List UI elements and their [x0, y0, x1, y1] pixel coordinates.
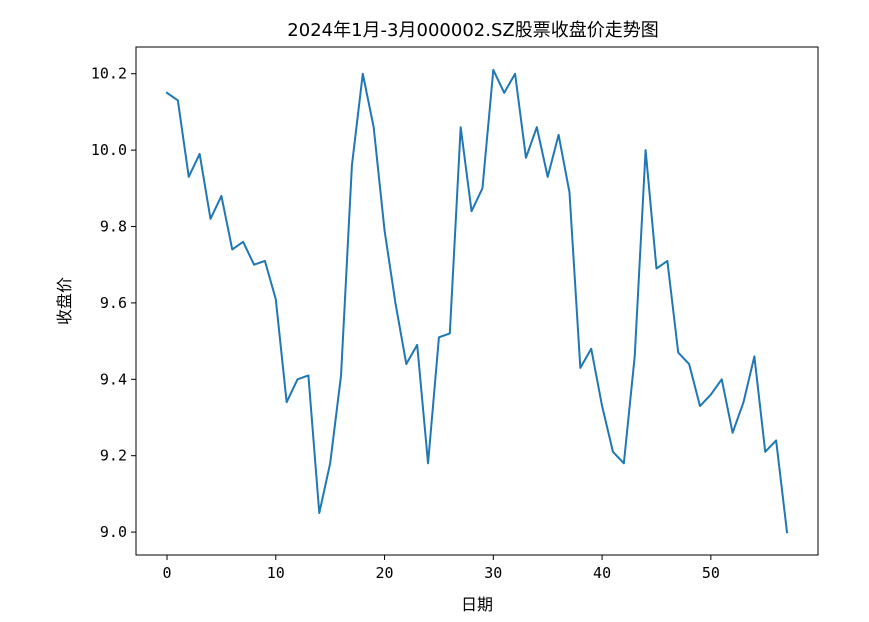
- plot-area-frame: [135, 46, 819, 556]
- chart-title: 2024年1月-3月000002.SZ股票收盘价走势图: [287, 20, 658, 41]
- series-layer: [165, 68, 789, 534]
- x-tick-label: 0: [162, 564, 171, 582]
- x-axis: 0 10 20 30 40 50: [162, 555, 720, 582]
- y-tick-label: 9.0: [100, 523, 127, 541]
- y-tick-label: 9.2: [100, 447, 127, 465]
- x-tick-label: 10: [267, 564, 285, 582]
- x-tick-label: 50: [702, 564, 720, 582]
- y-tick-label: 9.4: [100, 370, 127, 388]
- x-axis-label: 日期: [461, 595, 493, 614]
- x-tick-label: 30: [484, 564, 502, 582]
- x-tick-label: 40: [593, 564, 611, 582]
- y-axis-label: 收盘价: [55, 277, 74, 325]
- x-tick-label: 20: [376, 564, 394, 582]
- series-line: [165, 68, 789, 534]
- y-tick-label: 9.8: [100, 218, 127, 236]
- y-tick-label: 10.2: [91, 65, 127, 83]
- y-tick-label: 9.6: [100, 294, 127, 312]
- y-tick-label: 10.0: [91, 141, 127, 159]
- y-axis: 9.0 9.2 9.4 9.6 9.8 10.0 10.2: [91, 65, 136, 541]
